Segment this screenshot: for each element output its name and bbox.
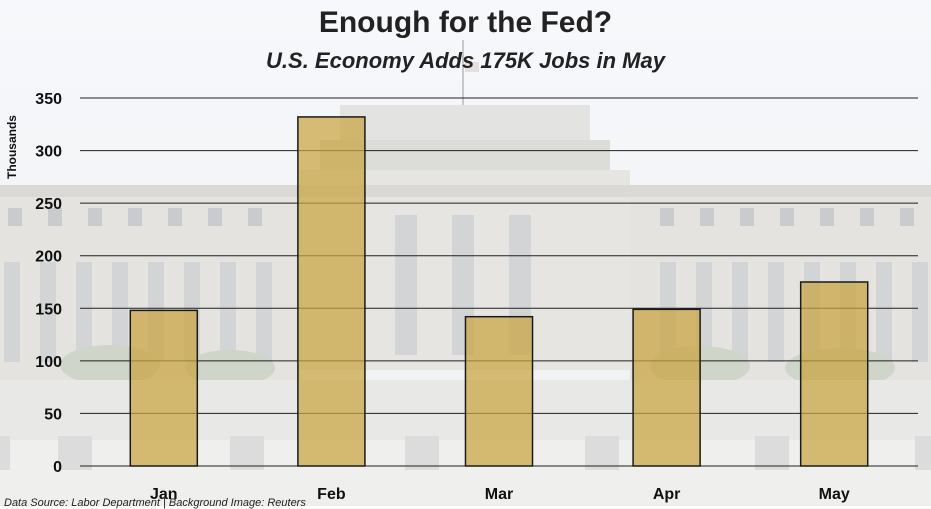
y-tick-label: 150 [35,301,62,318]
x-tick-label-may: May [819,486,850,503]
y-tick-label: 50 [44,406,62,423]
x-tick-label-jan: Jan [150,486,178,503]
data-source-note: Data Source: Labor Department | Backgrou… [4,497,306,509]
x-tick-label-feb: Feb [317,486,346,503]
y-tick-label: 350 [35,91,62,108]
chart-title: Enough for the Fed? [318,6,613,39]
chart-subtitle: U.S. Economy Adds 175K Jobs in May [266,48,665,73]
bar-mar [464,315,534,467]
bars [129,116,869,467]
x-tick-label-apr: Apr [653,486,681,503]
bar-apr [632,308,701,467]
y-tick-label: 300 [35,144,62,161]
y-tick-label: 100 [35,354,62,371]
bar-feb [297,116,366,467]
x-tick-labels: Jan Feb Mar Apr May [150,486,850,503]
bar-jan [129,309,199,467]
y-tick-labels: 0 50 100 150 200 250 300 350 [35,91,62,476]
y-tick-label: 250 [35,196,62,213]
x-tick-label-mar: Mar [485,486,513,503]
bar-may [799,281,869,467]
y-tick-label: 0 [53,459,62,476]
y-axis-label: Thousands [5,115,19,180]
y-tick-label: 200 [35,249,62,266]
